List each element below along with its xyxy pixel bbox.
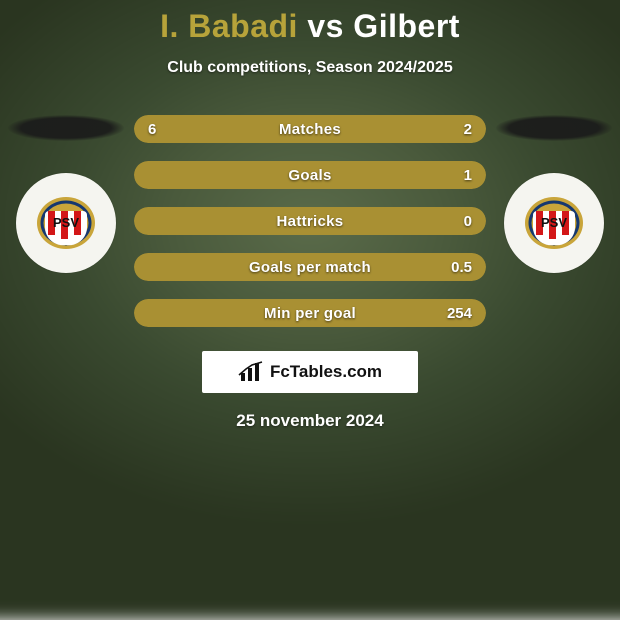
main-row: PSV 62Matches 1Goals 0Hattricks 0.5Goals pe… — [0, 115, 620, 327]
stat-label: Hattricks — [134, 207, 486, 235]
side-left: PSV — [6, 115, 126, 273]
stat-label: Goals per match — [134, 253, 486, 281]
bar-chart-icon — [238, 361, 264, 383]
player-b-name: Gilbert — [353, 8, 460, 44]
footer-date: 25 november 2024 — [0, 411, 620, 431]
fctables-badge[interactable]: FcTables.com — [202, 351, 418, 393]
stat-label: Matches — [134, 115, 486, 143]
vs-text: vs — [307, 8, 344, 44]
stat-bar-row: 0.5Goals per match — [134, 253, 486, 281]
stat-bar-row: 1Goals — [134, 161, 486, 189]
side-right: PSV — [494, 115, 614, 273]
stat-bar-row: 254Min per goal — [134, 299, 486, 327]
stat-bar-row: 62Matches — [134, 115, 486, 143]
stat-bar-row: 0Hattricks — [134, 207, 486, 235]
svg-text:PSV: PSV — [53, 215, 79, 230]
subtitle: Club competitions, Season 2024/2025 — [0, 59, 620, 77]
fctables-label: FcTables.com — [270, 362, 382, 382]
stat-label: Goals — [134, 161, 486, 189]
content-root: I. Babadi vs Gilbert Club competitions, … — [0, 0, 620, 431]
stat-bars: 62Matches 1Goals 0Hattricks 0.5Goals per ma… — [126, 115, 494, 327]
player-b-club-badge: PSV — [504, 173, 604, 273]
svg-text:PSV: PSV — [541, 215, 567, 230]
player-a-name: I. Babadi — [160, 8, 298, 44]
player-a-club-badge: PSV — [16, 173, 116, 273]
stat-label: Min per goal — [134, 299, 486, 327]
page-title: I. Babadi vs Gilbert — [0, 8, 620, 45]
psv-crest-icon: PSV — [524, 196, 584, 250]
player-a-shadow — [8, 115, 124, 141]
player-b-shadow — [496, 115, 612, 141]
psv-crest-icon: PSV — [36, 196, 96, 250]
